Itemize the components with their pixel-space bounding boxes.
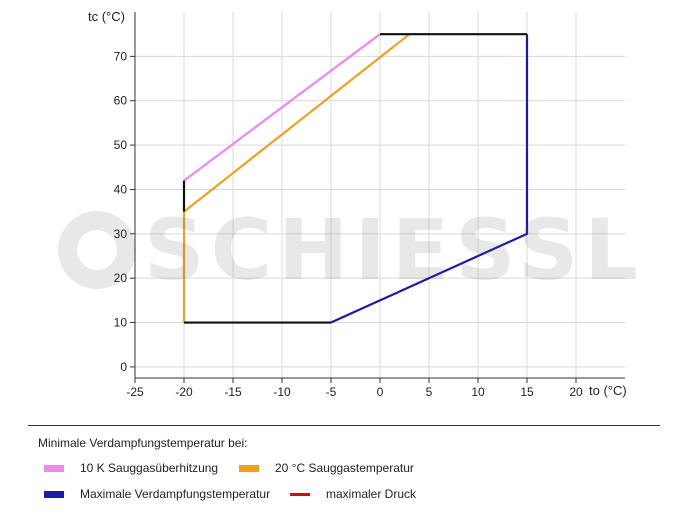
legend-swatch-10k xyxy=(44,464,64,472)
legend-item-max-evap: Maximale Verdampfungstemperatur xyxy=(44,487,270,501)
x-tick-label: 5 xyxy=(426,385,433,399)
y-tick-label: 30 xyxy=(114,227,128,241)
legend-item-10k: 10 K Sauggasüberhitzung xyxy=(44,461,218,475)
legend-swatch-20c xyxy=(239,464,259,472)
legend-swatch-max-evap xyxy=(44,490,64,498)
series-lines xyxy=(182,33,529,324)
legend-label-20c: 20 °C Sauggastemperatur xyxy=(275,461,414,475)
legend-item-max-pressure: maximaler Druck xyxy=(290,487,416,501)
legend-swatch-max-pressure xyxy=(290,492,310,496)
legend-label-10k: 10 K Sauggasüberhitzung xyxy=(80,461,219,475)
y-tick-label: 20 xyxy=(114,271,128,285)
x-tick-label: -15 xyxy=(224,385,242,399)
axes: -25 -20 -15 -10 -5 0 5 10 15 20 0 10 20 30 40 50 60 70 xyxy=(114,12,625,399)
legend-divider xyxy=(28,425,660,426)
y-tick-label: 0 xyxy=(120,360,127,374)
series-line-1 xyxy=(182,33,411,323)
x-tick-label: -10 xyxy=(273,385,291,399)
x-tick-label: -25 xyxy=(126,385,144,399)
x-tick-label: 0 xyxy=(377,385,384,399)
chart: -25 -20 -15 -10 -5 0 5 10 15 20 0 10 20 30 40 50 60 70 tc… xyxy=(88,9,627,399)
series-line-0 xyxy=(183,33,381,182)
x-tick-label: 10 xyxy=(471,385,485,399)
y-tick-label: 70 xyxy=(114,49,128,63)
y-axis-label: tc (°C) xyxy=(88,9,125,24)
x-axis-label: to (°C) xyxy=(589,383,627,398)
y-tick-label: 40 xyxy=(114,182,128,196)
x-tick-label: -20 xyxy=(175,385,193,399)
y-tick-label: 10 xyxy=(114,316,128,330)
y-tick-label: 60 xyxy=(114,94,128,108)
legend-label-max-pressure: maximaler Druck xyxy=(326,487,417,501)
legend-item-20c: 20 °C Sauggastemperatur xyxy=(239,461,414,475)
x-tick-label: 20 xyxy=(569,385,583,399)
series-line-2 xyxy=(330,34,529,324)
legend-title: Minimale Verdampfungstemperatur bei: xyxy=(38,436,248,450)
x-tick-label: -5 xyxy=(326,385,337,399)
x-tick-label: 15 xyxy=(520,385,534,399)
y-tick-label: 50 xyxy=(114,138,128,152)
legend-label-max-evap: Maximale Verdampfungstemperatur xyxy=(80,487,271,501)
